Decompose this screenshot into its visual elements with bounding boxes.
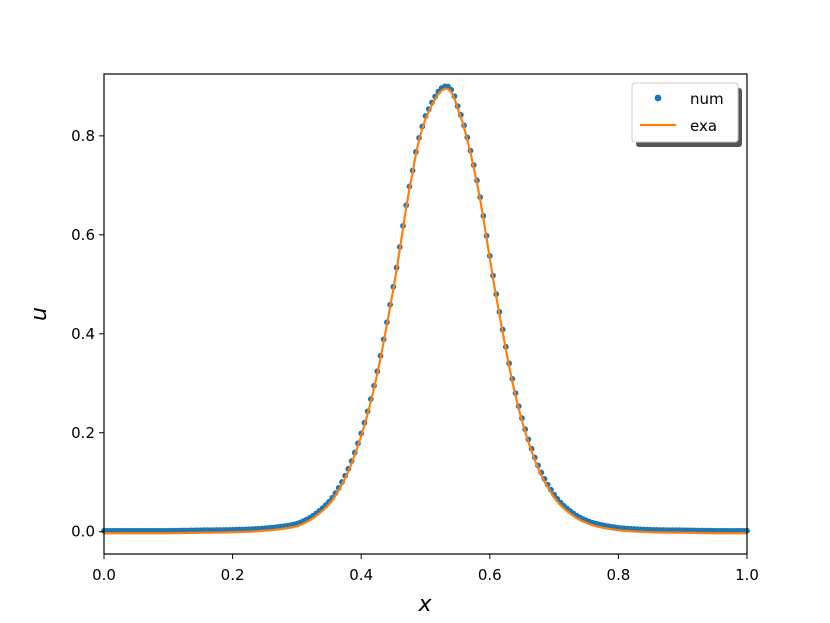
- x-tick-label: 0.4: [349, 566, 373, 584]
- x-tick-label: 0.8: [606, 566, 630, 584]
- series-line-exa: [104, 87, 747, 535]
- legend: num exa: [631, 82, 742, 147]
- x-tick-label: 1.0: [735, 566, 759, 584]
- y-tick-label: 0.0: [71, 523, 95, 541]
- legend-num-label: num: [690, 90, 724, 108]
- x-axis-label: x: [417, 592, 432, 617]
- plot-frame: [103, 73, 748, 555]
- x-tick-label: 0.0: [92, 566, 116, 584]
- y-tick-label: 0.6: [71, 226, 95, 244]
- legend-exa-label: exa: [690, 117, 717, 135]
- legend-num-marker: [654, 94, 662, 102]
- y-tick-label: 0.4: [71, 325, 95, 343]
- x-tick-label: 0.2: [221, 566, 245, 584]
- y-tick-label: 0.2: [71, 424, 95, 442]
- y-axis-label: u: [27, 307, 52, 321]
- y-tick-label: 0.8: [71, 127, 95, 145]
- x-tick-label: 0.6: [478, 566, 502, 584]
